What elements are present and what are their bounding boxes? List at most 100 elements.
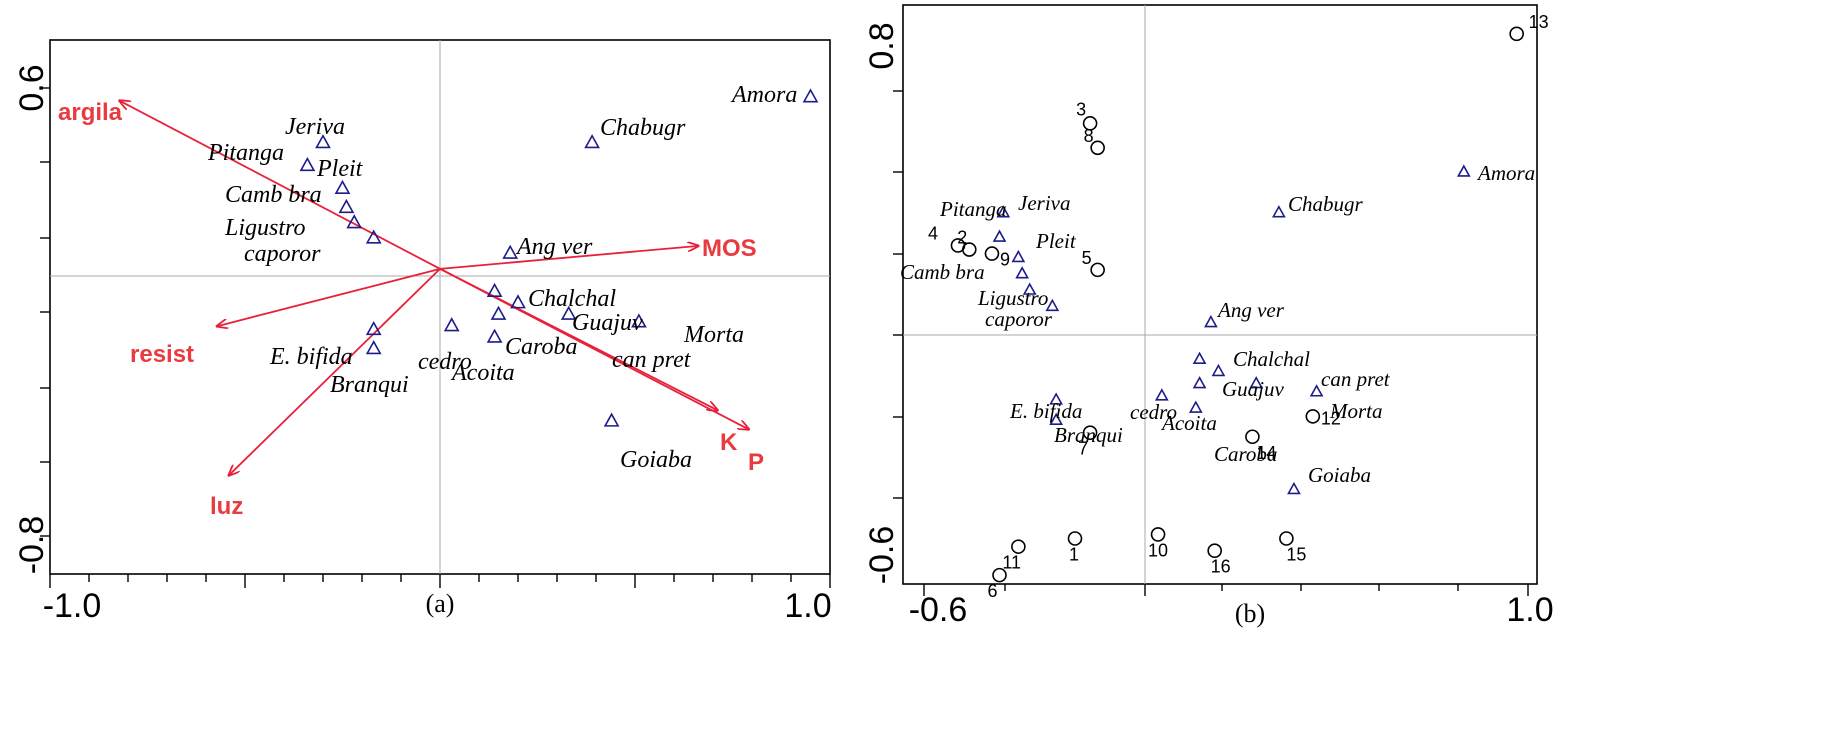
species-label: Jeriva [1018,191,1070,215]
species-label: Goiaba [620,447,692,473]
species-marker [1192,376,1207,389]
species-label: Pleit [316,156,364,182]
site-label: 10 [1148,540,1168,560]
species-label: Pitanga [207,140,284,166]
caption-b: (b) [1235,599,1265,628]
env-arrow-mos [439,246,697,270]
species-label: E. bifida [269,344,353,370]
site-marker [1090,140,1105,156]
y-top-label-b: 0.8 [863,22,901,69]
y-ticks-a [40,87,50,537]
x-left-label-b: -0.6 [909,591,968,629]
species-marker [510,294,526,309]
species-marker [1049,412,1063,426]
species-marker [365,320,382,336]
site-marker [1207,543,1222,559]
species-marker [315,134,331,149]
species-label: Camb bra [900,260,985,284]
species-marker [1015,266,1030,279]
site-label: 9 [1000,250,1010,270]
species-label: Amora [730,82,797,108]
species-label: Camb bra [225,182,322,208]
env-label-mos: MOS [702,235,757,262]
site-label: 1 [1069,545,1079,565]
site-label: 2 [957,228,967,248]
y-bottom-label-a: -0.8 [13,516,51,575]
species-marker [486,328,503,343]
species-labels-b: Amora Chabugr Pitanga Jeriva Pleit Camb … [900,161,1535,487]
x-left-label-a: -1.0 [43,587,102,625]
species-label: Jeriva [285,114,345,140]
species-marker [1309,384,1324,397]
site-marker [1067,531,1083,546]
species-label: Branqui [1054,423,1123,447]
species-label: Ang ver [1216,298,1285,322]
species-marker [502,244,519,259]
species-label: can pret [1321,367,1391,391]
species-label: Pleit [1035,229,1077,253]
species-label: caporor [985,307,1053,331]
site-label: 8 [1084,126,1094,146]
species-label: Guajuv [572,310,643,336]
site-label: 5 [1082,248,1092,268]
site-label: 4 [928,223,938,243]
species-label: Chabugr [600,115,686,141]
env-label-p: P [748,449,764,476]
site-marker [1305,409,1321,424]
site-marker [1279,531,1294,546]
species-label: Caroba [505,334,577,360]
species-marker [338,198,355,214]
species-markers-b [992,164,1471,495]
species-marker [631,313,647,328]
species-marker [1022,282,1037,295]
site-label: 15 [1286,545,1306,565]
species-marker [603,412,620,427]
caption-a: (a) [426,589,455,618]
species-label: Chabugr [1288,192,1364,216]
panel-a: 0.6 -0.8 -1.0 1.0 (a) argila MOS resist … [13,39,832,625]
species-label: caporor [244,241,321,267]
site-marker [1090,262,1105,278]
species-label: E. bifida [1009,399,1082,423]
site-label: 14 [1256,443,1276,463]
x-ticks-a [49,574,831,588]
species-marker [1011,249,1026,263]
species-marker [560,305,577,320]
species-label: Amora [1476,161,1535,185]
species-label: Chalchal [1233,347,1310,371]
species-label: Caroba [1214,442,1277,466]
species-label: cedro [418,349,472,375]
species-label: Acoita [450,360,515,386]
species-label: Morta [1329,399,1383,423]
species-marker [1188,400,1203,413]
panel-b: 0.8 -0.6 -0.6 1.0 (b) 123456789101112131… [863,4,1554,629]
species-marker [1154,388,1169,401]
env-label-luz: luz [210,493,243,520]
species-marker [346,214,363,229]
site-marker [992,567,1007,583]
species-label: can pret [612,347,692,373]
species-marker [1211,363,1226,377]
species-marker [365,229,382,244]
site-label: 12 [1321,408,1341,428]
site-markers-b [950,26,1524,583]
species-marker [443,317,460,332]
env-arrow-luz [229,268,441,475]
species-marker [802,88,819,103]
x-right-label-a: 1.0 [784,587,831,625]
species-marker [1204,315,1218,328]
species-label: Guajuv [1222,377,1285,401]
site-marker [984,246,1000,261]
species-label: Ligustro [224,215,305,241]
species-marker [1049,392,1063,405]
species-label: cedro [1130,400,1177,424]
site-label: 16 [1211,557,1231,577]
species-label: Ligustro [977,286,1048,310]
y-bottom-label-b: -0.6 [863,526,901,585]
x-ticks-b [923,584,1529,596]
species-label: Pitanga [939,197,1007,221]
x-right-label-b: 1.0 [1506,591,1553,629]
site-marker [1509,26,1524,42]
